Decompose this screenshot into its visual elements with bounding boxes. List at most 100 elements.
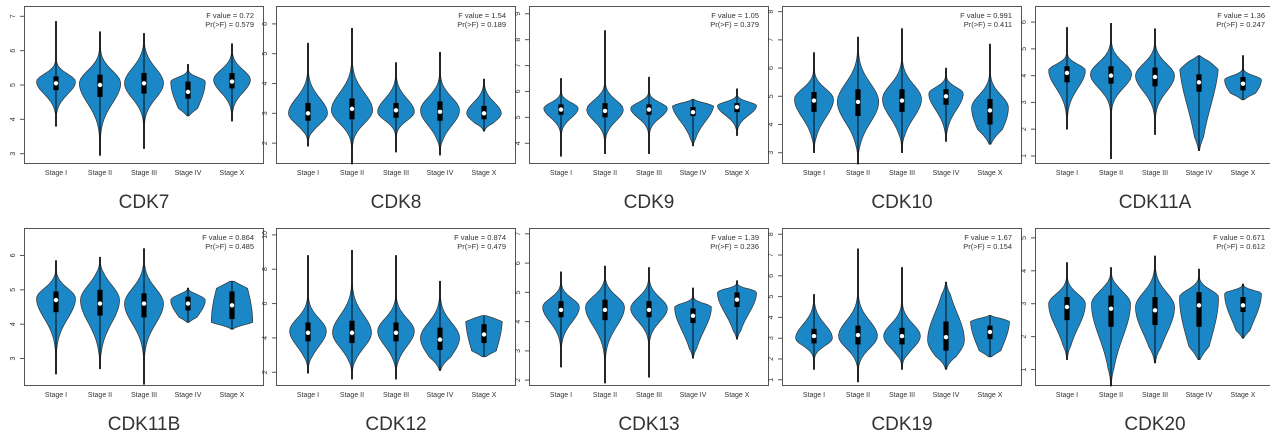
- plot-frame: [529, 228, 769, 386]
- median-dot: [229, 79, 235, 84]
- f-value-label: F value = 1.54: [458, 11, 506, 20]
- median-dot: [899, 333, 905, 339]
- p-value-label: Pr(>F) = 0.411: [964, 20, 1012, 29]
- y-tick-label: 4: [515, 320, 522, 324]
- x-tick-label: Stage I: [803, 392, 825, 399]
- median-dot: [734, 104, 740, 110]
- y-tick-label: 3: [10, 152, 17, 156]
- x-tick-label: Stage IV: [680, 392, 707, 399]
- x-tick-label: Stage I: [297, 170, 319, 177]
- y-tick-label: 4: [768, 315, 775, 319]
- plot-frame: [782, 228, 1022, 386]
- y-tick-label: 6: [768, 66, 775, 70]
- x-tick-label: Stage III: [383, 170, 409, 177]
- median-dot: [349, 330, 355, 335]
- x-tick-label: Stage I: [297, 392, 319, 399]
- y-tick-label: 3: [1021, 100, 1028, 104]
- y-tick-label: 7: [768, 38, 775, 42]
- median-dot: [602, 307, 608, 313]
- y-tick-label: 5: [262, 52, 269, 56]
- y-tick-label: 1: [1021, 367, 1028, 371]
- iqr-box: [1108, 295, 1114, 327]
- median-dot: [1240, 303, 1246, 308]
- y-tick-label: 5: [1021, 47, 1028, 51]
- x-tick-label: Stage II: [88, 170, 112, 177]
- plot-frame: [529, 6, 769, 164]
- x-tick-label: Stage III: [383, 392, 409, 399]
- y-tick-label: 4: [768, 122, 775, 126]
- x-tick-label: Stage X: [472, 392, 497, 399]
- x-tick-label: Stage III: [889, 170, 915, 177]
- median-dot: [987, 108, 993, 113]
- y-tick-label: 6: [768, 274, 775, 278]
- median-dot: [734, 297, 740, 302]
- x-tick-label: Stage X: [978, 392, 1003, 399]
- violin-chart-cdk13: 2 3 4 5 6 7 Stage I Stage II Stage III Stage IV St…: [515, 228, 769, 399]
- median-dot: [97, 82, 103, 88]
- x-tick-label: Stage X: [220, 170, 245, 177]
- y-tick-label: 2: [768, 357, 775, 361]
- median-dot: [943, 334, 949, 340]
- p-value-label: Pr(>F) = 0.479: [457, 242, 506, 251]
- y-tick-label: 3: [1021, 302, 1028, 306]
- gene-title: CDK7: [118, 192, 170, 213]
- y-tick-label: 5: [1021, 236, 1028, 240]
- y-tick-label: 4: [10, 322, 17, 326]
- y-tick-label: 7: [515, 232, 522, 236]
- x-tick-label: Stage III: [636, 392, 662, 399]
- y-tick-label: 7: [10, 14, 17, 18]
- x-tick-label: Stage II: [1099, 170, 1123, 177]
- median-dot: [811, 98, 817, 103]
- p-value-label: Pr(>F) = 0.485: [205, 242, 254, 251]
- x-tick-label: Stage IV: [427, 392, 454, 399]
- median-dot: [558, 307, 564, 313]
- y-tick-label: 8: [768, 232, 775, 236]
- median-dot: [393, 330, 399, 335]
- y-tick-label: 6: [1021, 20, 1028, 24]
- median-dot: [305, 330, 311, 335]
- median-dot: [690, 109, 696, 115]
- p-value-label: Pr(>F) = 0.379: [710, 20, 759, 29]
- y-tick-label: 6: [10, 253, 17, 257]
- median-dot: [1152, 74, 1158, 80]
- x-tick-label: Stage II: [593, 392, 617, 399]
- x-tick-label: Stage IV: [933, 392, 960, 399]
- median-dot: [943, 94, 949, 99]
- violin-panel-cdk19: 1 2 3 4 5 6 7 8 Stage I Stage II Stage III Stage IV…: [768, 228, 1022, 435]
- y-tick-label: 6: [515, 89, 522, 93]
- median-dot: [646, 307, 652, 313]
- f-value-label: F value = 1.05: [711, 11, 759, 20]
- x-tick-label: Stage III: [889, 392, 915, 399]
- x-tick-label: Stage III: [1142, 170, 1168, 177]
- x-tick-label: Stage II: [846, 392, 870, 399]
- y-tick-label: 2: [1021, 127, 1028, 131]
- y-tick-label: 2: [1021, 335, 1028, 339]
- plot-frame: [24, 6, 264, 164]
- y-tick-label: 1: [768, 378, 775, 382]
- y-tick-label: 4: [262, 81, 269, 85]
- x-tick-label: Stage X: [725, 392, 750, 399]
- violin-chart-cdk11a: 1 2 3 4 5 6 Stage I Stage II Stage III Stage IV St…: [1021, 6, 1270, 177]
- y-tick-label: 9: [515, 12, 522, 16]
- median-dot: [855, 332, 861, 338]
- y-tick-label: 1: [1021, 154, 1028, 158]
- y-tick-label: 8: [515, 38, 522, 42]
- violin-chart-cdk11b: 3 4 5 6 Stage I Stage II Stage III Stage IV Stag…: [10, 228, 264, 399]
- y-tick-label: 3: [768, 336, 775, 340]
- y-tick-label: 5: [10, 288, 17, 292]
- violin-chart-cdk8: 2 3 4 5 6 Stage I Stage II Stage III Stage IV Sta…: [262, 6, 516, 177]
- x-tick-label: Stage II: [593, 170, 617, 177]
- y-tick-label: 4: [262, 336, 269, 340]
- iqr-box: [1196, 292, 1202, 327]
- x-tick-label: Stage II: [88, 392, 112, 399]
- median-dot: [558, 107, 564, 112]
- median-dot: [1196, 80, 1202, 85]
- y-tick-label: 4: [10, 117, 17, 121]
- median-dot: [1196, 303, 1202, 308]
- median-dot: [481, 111, 487, 116]
- gene-title: CDK13: [618, 414, 680, 435]
- median-dot: [1064, 304, 1070, 310]
- gene-title: CDK10: [871, 192, 933, 213]
- x-tick-label: Stage IV: [680, 170, 707, 177]
